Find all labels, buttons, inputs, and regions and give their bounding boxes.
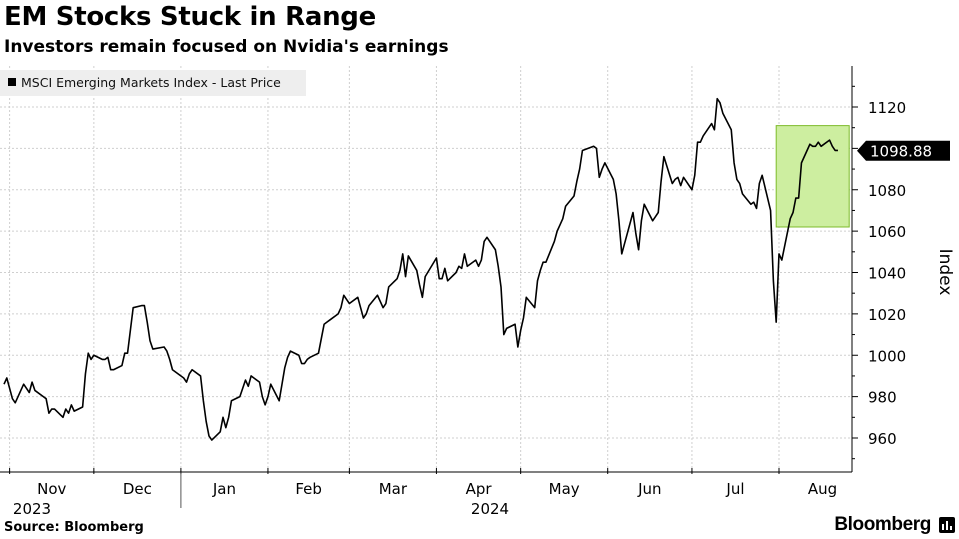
- legend: MSCI Emerging Markets Index - Last Price: [0, 70, 306, 96]
- x-year-label: 2023: [13, 500, 51, 518]
- legend-background: [0, 70, 306, 96]
- legend-swatch: [8, 78, 16, 86]
- x-tick-label: Aug: [808, 480, 837, 498]
- last-value-label: 1098.88: [870, 143, 932, 161]
- source-note: Source: Bloomberg: [4, 520, 144, 535]
- bloomberg-logo: Bloomberg: [834, 514, 931, 535]
- last-value-callout: 1098.88: [857, 140, 950, 161]
- x-tick-label: Feb: [295, 480, 322, 498]
- last-value-box: [857, 140, 950, 161]
- y-tick-label: 980: [868, 389, 897, 407]
- highlight-box: [775, 125, 850, 228]
- x-tick-label: Jan: [212, 480, 236, 498]
- x-tick-label: Jun: [637, 480, 661, 498]
- y-tick-label: 1040: [868, 265, 906, 283]
- series-line: [3, 97, 838, 441]
- x-tick-label: Nov: [37, 480, 66, 498]
- chart-subtitle: Investors remain focused on Nvidia's ear…: [4, 37, 449, 57]
- series-layer: [3, 97, 838, 441]
- bloomberg-terminal-icon: [939, 517, 955, 533]
- x-year-label: 2024: [471, 500, 509, 518]
- y-axis-title: Index: [935, 249, 955, 296]
- grid-lines: [0, 66, 852, 472]
- y-tick-label: 960: [868, 430, 897, 448]
- axis-layer: 9609801000102010401060108011001120NovDec…: [0, 66, 955, 518]
- y-tick-label: 1060: [868, 223, 906, 241]
- legend-label: MSCI Emerging Markets Index - Last Price: [21, 75, 281, 90]
- x-tick-label: Apr: [466, 480, 493, 498]
- chart-title: EM Stocks Stuck in Range: [4, 2, 376, 32]
- x-tick-label: Dec: [123, 480, 152, 498]
- x-tick-label: May: [549, 480, 580, 498]
- y-tick-label: 1080: [868, 182, 906, 200]
- y-tick-label: 1000: [868, 347, 906, 365]
- x-tick-label: Mar: [379, 480, 408, 498]
- x-tick-label: Jul: [725, 480, 744, 498]
- highlight-layer: [775, 125, 850, 228]
- y-tick-label: 1120: [868, 99, 906, 117]
- y-tick-label: 1020: [868, 306, 906, 324]
